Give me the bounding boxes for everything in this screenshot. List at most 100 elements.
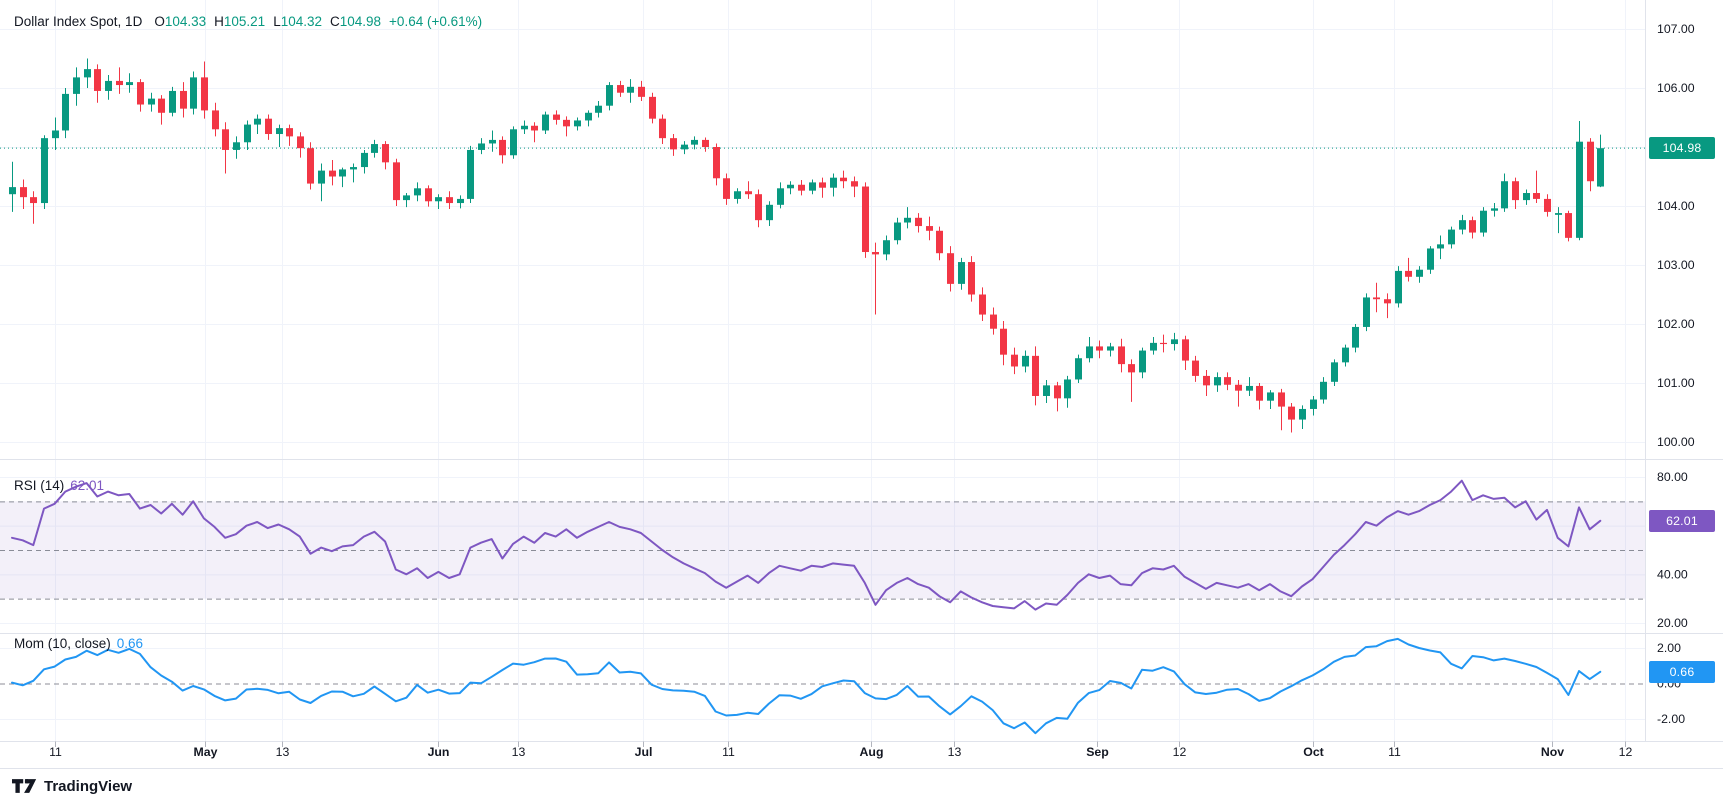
time-axis-day-label: 11	[49, 745, 62, 759]
candle-down	[286, 128, 293, 137]
candle-down	[222, 129, 229, 150]
candle-up	[1171, 339, 1178, 345]
symbol-legend[interactable]: Dollar Index Spot, 1D O104.33 H105.21 L104.…	[14, 14, 482, 29]
candle-up	[105, 80, 112, 91]
candle-down	[180, 90, 187, 109]
candle-up	[1064, 379, 1071, 399]
candle-up	[148, 98, 155, 105]
candle-down	[1469, 220, 1476, 233]
candle-up	[521, 125, 528, 130]
candle-down	[659, 118, 666, 139]
candle-down	[1203, 375, 1210, 386]
candle-up	[574, 120, 581, 127]
candle-down	[1224, 377, 1231, 385]
tradingview-brand-text[interactable]: TradingView	[44, 777, 133, 795]
momentum-axis-label: -2.00	[1657, 712, 1685, 726]
candle-down	[531, 125, 538, 131]
rsi-value: 62.01	[70, 478, 105, 493]
candle-down	[968, 262, 975, 295]
time-axis-day-label: 13	[512, 745, 526, 759]
candle-up	[52, 130, 59, 139]
candle-up	[1107, 346, 1114, 351]
candle-down	[819, 182, 826, 188]
rsi-legend[interactable]: RSI (14) 62.01	[14, 478, 104, 493]
momentum-label: Mom (10, close)	[14, 636, 111, 651]
momentum-value: 0.66	[116, 636, 144, 651]
ohlc-open: O104.33	[154, 14, 207, 29]
candle-up	[627, 86, 634, 93]
candle-up	[681, 144, 688, 150]
candle-up	[1501, 181, 1508, 209]
candle-down	[798, 184, 805, 191]
candle-up	[276, 128, 283, 135]
candle-up	[414, 188, 421, 196]
candle-down	[1544, 198, 1551, 212]
time-axis-month-label: Nov	[1541, 745, 1564, 759]
candle-up	[1427, 248, 1434, 270]
ohlc-close: C104.98	[330, 14, 382, 29]
momentum-legend[interactable]: Mom (10, close) 0.66	[14, 636, 143, 651]
candle-down	[979, 294, 986, 315]
candle-up	[126, 82, 133, 86]
candle-up	[1555, 213, 1562, 215]
last-price-badge: 104.98	[1649, 137, 1715, 159]
candle-up	[1214, 377, 1221, 386]
candle-up	[1597, 148, 1604, 187]
tradingview-logo-icon[interactable]	[12, 778, 37, 794]
candle-up	[595, 105, 602, 113]
candle-up	[9, 187, 16, 195]
candle-down	[936, 230, 943, 254]
candle-up	[1523, 193, 1530, 201]
candle-down	[638, 86, 645, 97]
candle-up	[894, 222, 901, 241]
candle-down	[1096, 346, 1103, 351]
candle-down	[499, 139, 506, 156]
candle-up	[62, 93, 69, 131]
candle-up	[1139, 350, 1146, 373]
momentum-axis-label: 2.00	[1657, 641, 1681, 655]
momentum-value-badge: 0.66	[1649, 661, 1715, 683]
ohlc-low: L104.32	[273, 14, 322, 29]
candle-down	[1278, 392, 1285, 407]
time-axis-day-label: 13	[276, 745, 290, 759]
candle-up	[1246, 385, 1253, 391]
candle-down	[617, 85, 624, 93]
candle-down	[425, 188, 432, 202]
candle-up	[84, 69, 91, 78]
candle-down	[851, 181, 858, 187]
candle-up	[1576, 141, 1583, 238]
price-axis-label: 107.00	[1657, 22, 1695, 36]
rsi-axis-label: 20.00	[1657, 616, 1688, 630]
candle-up	[1075, 358, 1082, 380]
candle-down	[1118, 346, 1125, 365]
candle-up	[254, 118, 261, 125]
candle-up	[41, 138, 48, 204]
candle-down	[158, 98, 165, 113]
candle-up	[1299, 408, 1306, 420]
candle-down	[307, 148, 314, 184]
price-axis-label: 103.00	[1657, 258, 1695, 272]
candle-down	[1565, 213, 1572, 238]
candle-up	[1480, 210, 1487, 233]
candle-down	[1587, 141, 1594, 182]
ohlc-high: H105.21	[214, 14, 266, 29]
candle-down	[1182, 339, 1189, 361]
candle-down	[1512, 181, 1519, 201]
candle-down	[94, 69, 101, 91]
candle-down	[382, 144, 389, 163]
time-axis-month-label: May	[194, 745, 218, 759]
candle-up	[350, 167, 357, 170]
rsi-label: RSI (14)	[14, 478, 65, 493]
candle-down	[713, 147, 720, 179]
candle-up	[371, 144, 378, 153]
price-axis-label: 104.00	[1657, 199, 1695, 213]
candle-up	[734, 191, 741, 199]
candle-up	[1086, 346, 1093, 359]
candle-down	[116, 80, 123, 86]
candle-down	[30, 197, 37, 204]
candle-up	[958, 262, 965, 284]
candle-up	[809, 182, 816, 191]
chart-canvas[interactable]: 107.00106.00105.00104.00103.00102.00101.…	[0, 0, 1723, 768]
candle-up	[1022, 355, 1029, 367]
candle-down	[1384, 299, 1391, 304]
